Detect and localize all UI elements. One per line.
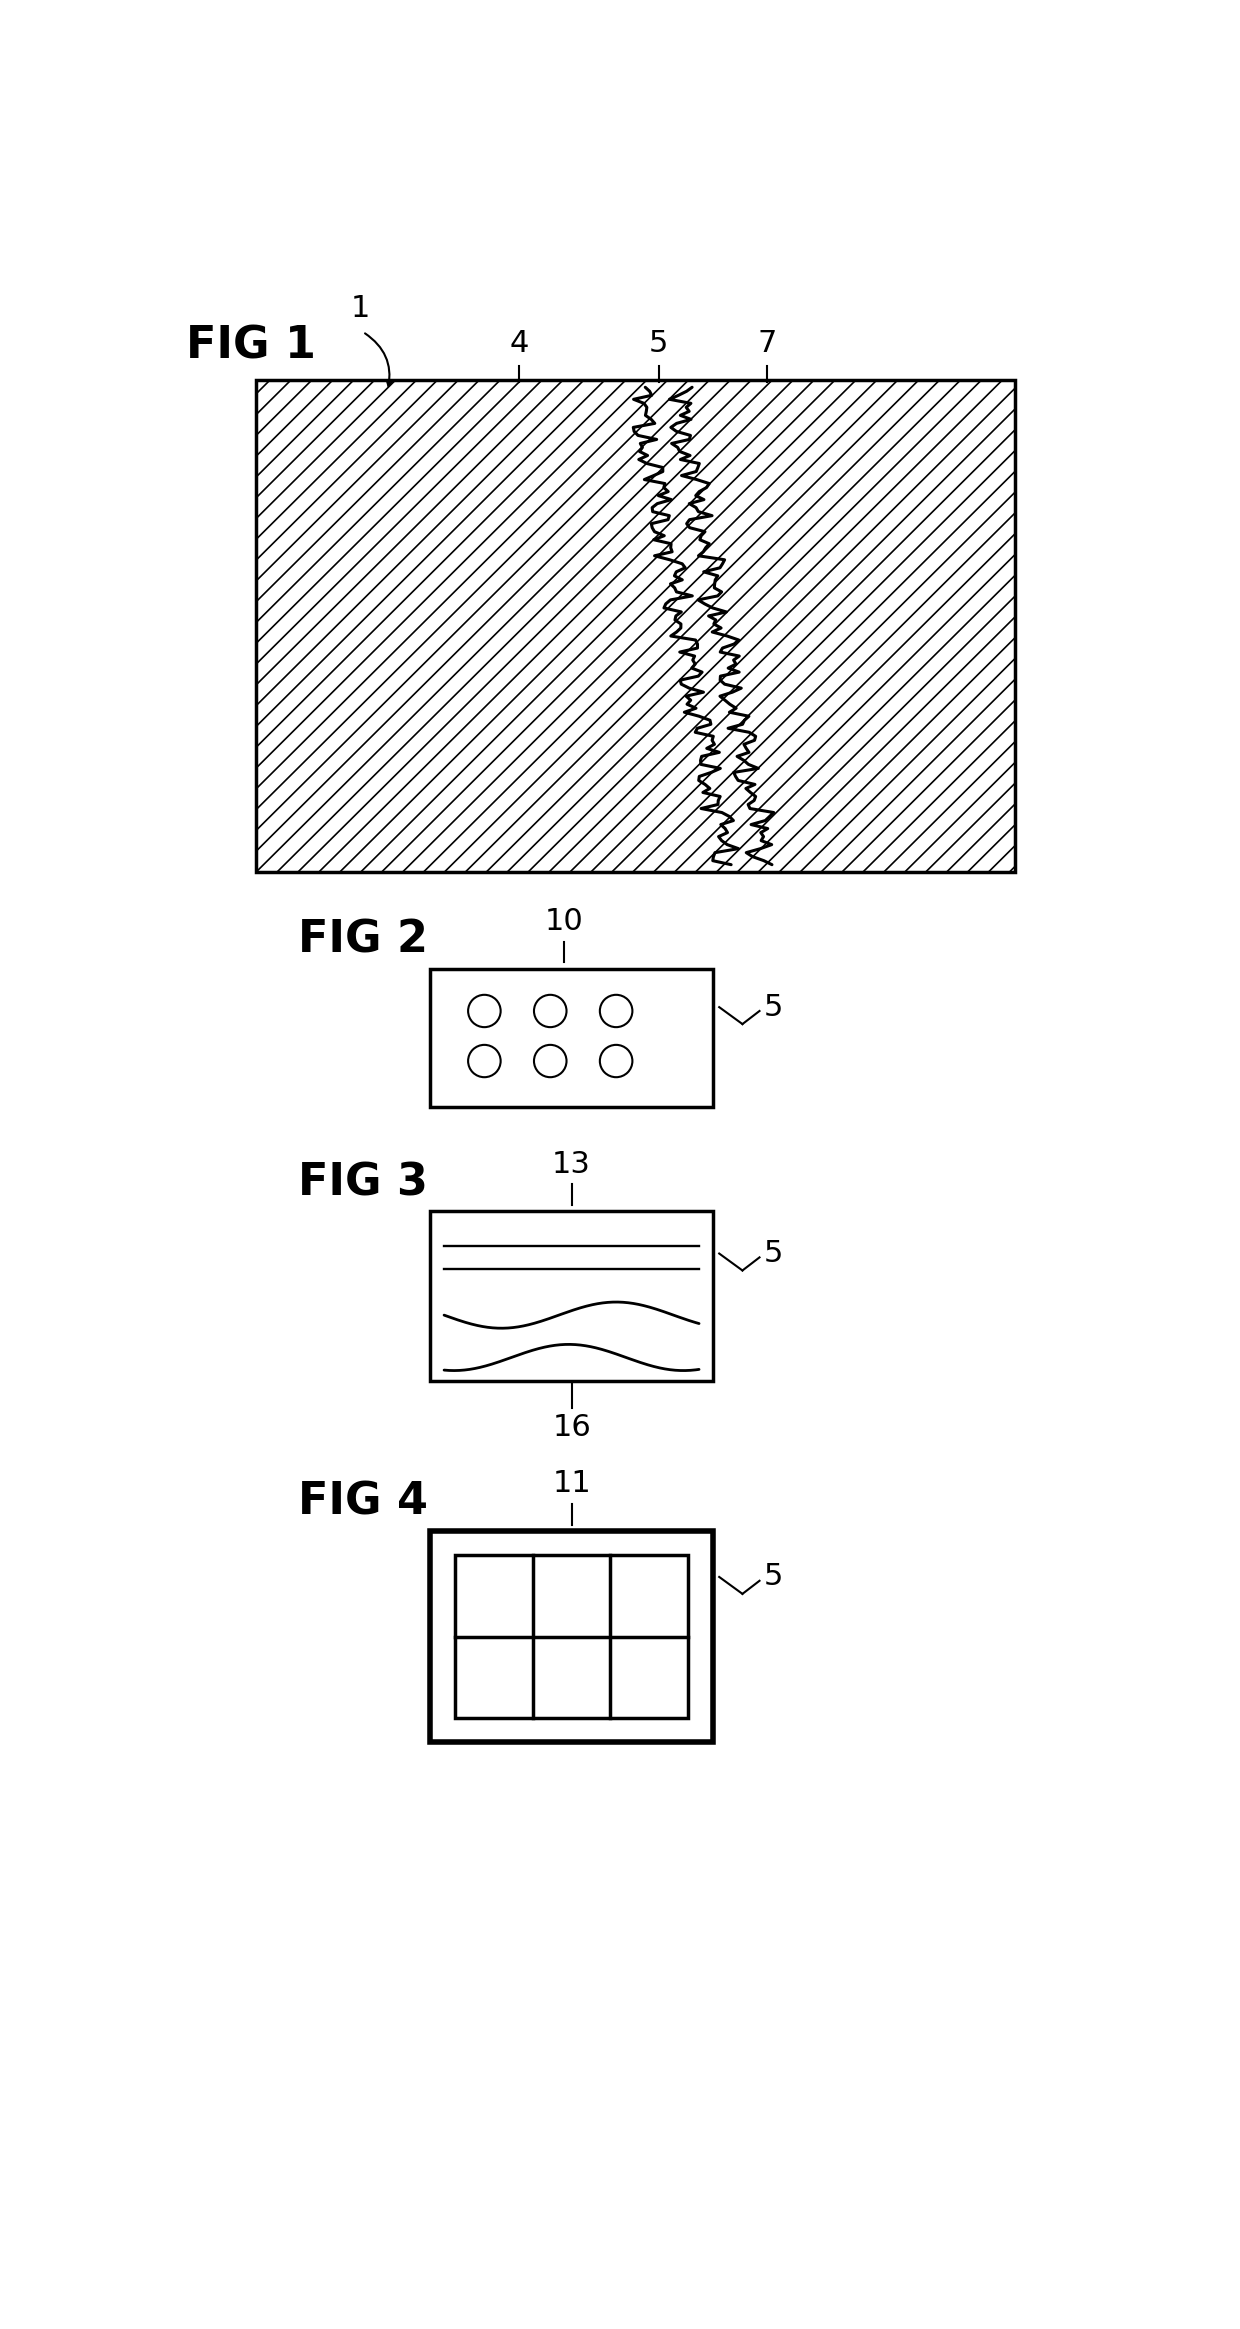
Text: 4: 4 [510,328,529,359]
Circle shape [467,994,501,1027]
Text: FIG 2: FIG 2 [299,918,428,962]
Bar [255,380,1016,873]
Bar [430,1530,713,1742]
Text: FIG 4: FIG 4 [299,1481,428,1523]
Text: 13: 13 [552,1151,591,1178]
Text: 1: 1 [351,293,370,324]
Text: 5: 5 [764,1239,782,1267]
Text: 10: 10 [544,908,583,936]
Circle shape [467,1046,501,1078]
Text: FIG 1: FIG 1 [186,324,316,368]
Circle shape [534,1046,567,1078]
Text: 5: 5 [764,992,782,1022]
Text: 5: 5 [764,1563,782,1591]
Text: 11: 11 [552,1470,591,1498]
Bar [255,380,1016,873]
Bar [455,1556,688,1719]
Bar [430,1211,713,1381]
Circle shape [534,994,567,1027]
Bar [430,969,713,1106]
Text: 16: 16 [552,1414,591,1442]
Text: 5: 5 [649,328,668,359]
Text: FIG 3: FIG 3 [299,1162,428,1204]
Circle shape [600,1046,632,1078]
Bar [255,380,1016,873]
Circle shape [600,994,632,1027]
Text: 7: 7 [758,328,777,359]
